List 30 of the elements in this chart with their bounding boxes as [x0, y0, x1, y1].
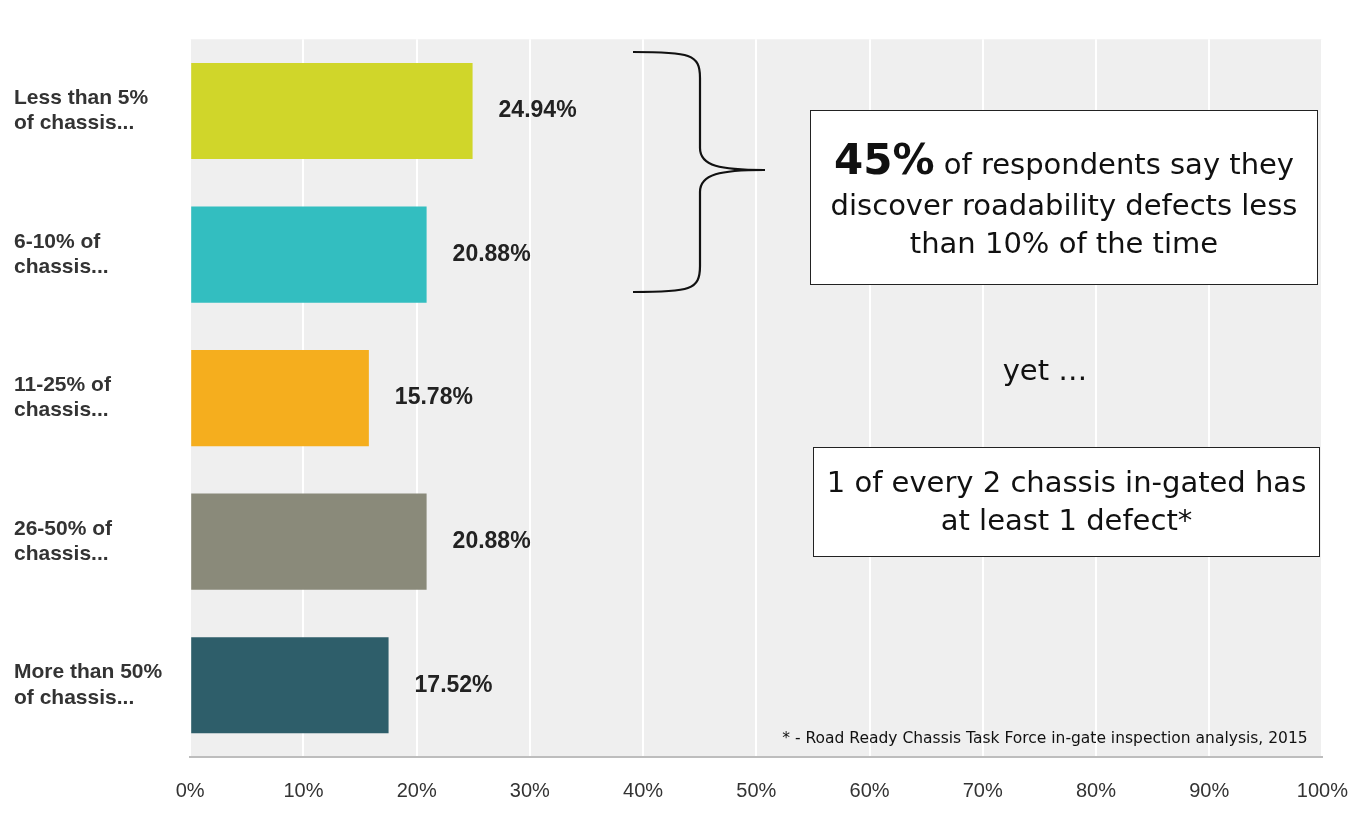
x-tick-label: 0%: [175, 778, 205, 801]
x-tick-label: 10%: [283, 778, 324, 801]
annotation: yet …: [1001, 352, 1089, 389]
x-tick-label: 20%: [396, 778, 437, 801]
x-tick-label: 60%: [849, 778, 890, 801]
y-tick-label: Less than 5% of chassis...: [14, 85, 149, 134]
data-label: 15.78%: [394, 383, 473, 410]
data-label: 20.88%: [452, 527, 531, 553]
x-tick-label: 80%: [1075, 778, 1117, 801]
x-tick-label: 70%: [962, 778, 1003, 801]
data-label: 24.94%: [498, 96, 577, 123]
x-tick-label: 100%: [1296, 778, 1349, 801]
annotation: * - Road Ready Chassis Task Force in-gate inspection analysis, 2015: [781, 728, 1309, 749]
bar: [191, 350, 369, 447]
y-tick-label: 11-25% of chassis...: [14, 372, 112, 421]
x-tick-label: 40%: [623, 778, 664, 801]
data-label: 17.52%: [414, 670, 493, 697]
annotation: 45% of respondents say they discover roadability defects less than 10% of the time: [829, 133, 1299, 262]
bar: [191, 637, 389, 734]
y-tick-label: More than 50% of chassis...: [14, 659, 163, 708]
data-label: 20.88%: [452, 239, 531, 266]
bar: [191, 206, 427, 303]
bar: [191, 493, 427, 590]
bar: [191, 62, 473, 160]
y-tick-label: 6-10% of chassis...: [14, 228, 109, 277]
x-tick-label: 30%: [509, 778, 551, 801]
x-tick-label: 50%: [736, 778, 777, 801]
annotation: 1 of every 2 chassis in-gated has at least 1 defect*: [813, 447, 1320, 557]
x-tick-label: 90%: [1189, 778, 1230, 801]
y-tick-label: 26-50% of chassis...: [14, 515, 114, 565]
